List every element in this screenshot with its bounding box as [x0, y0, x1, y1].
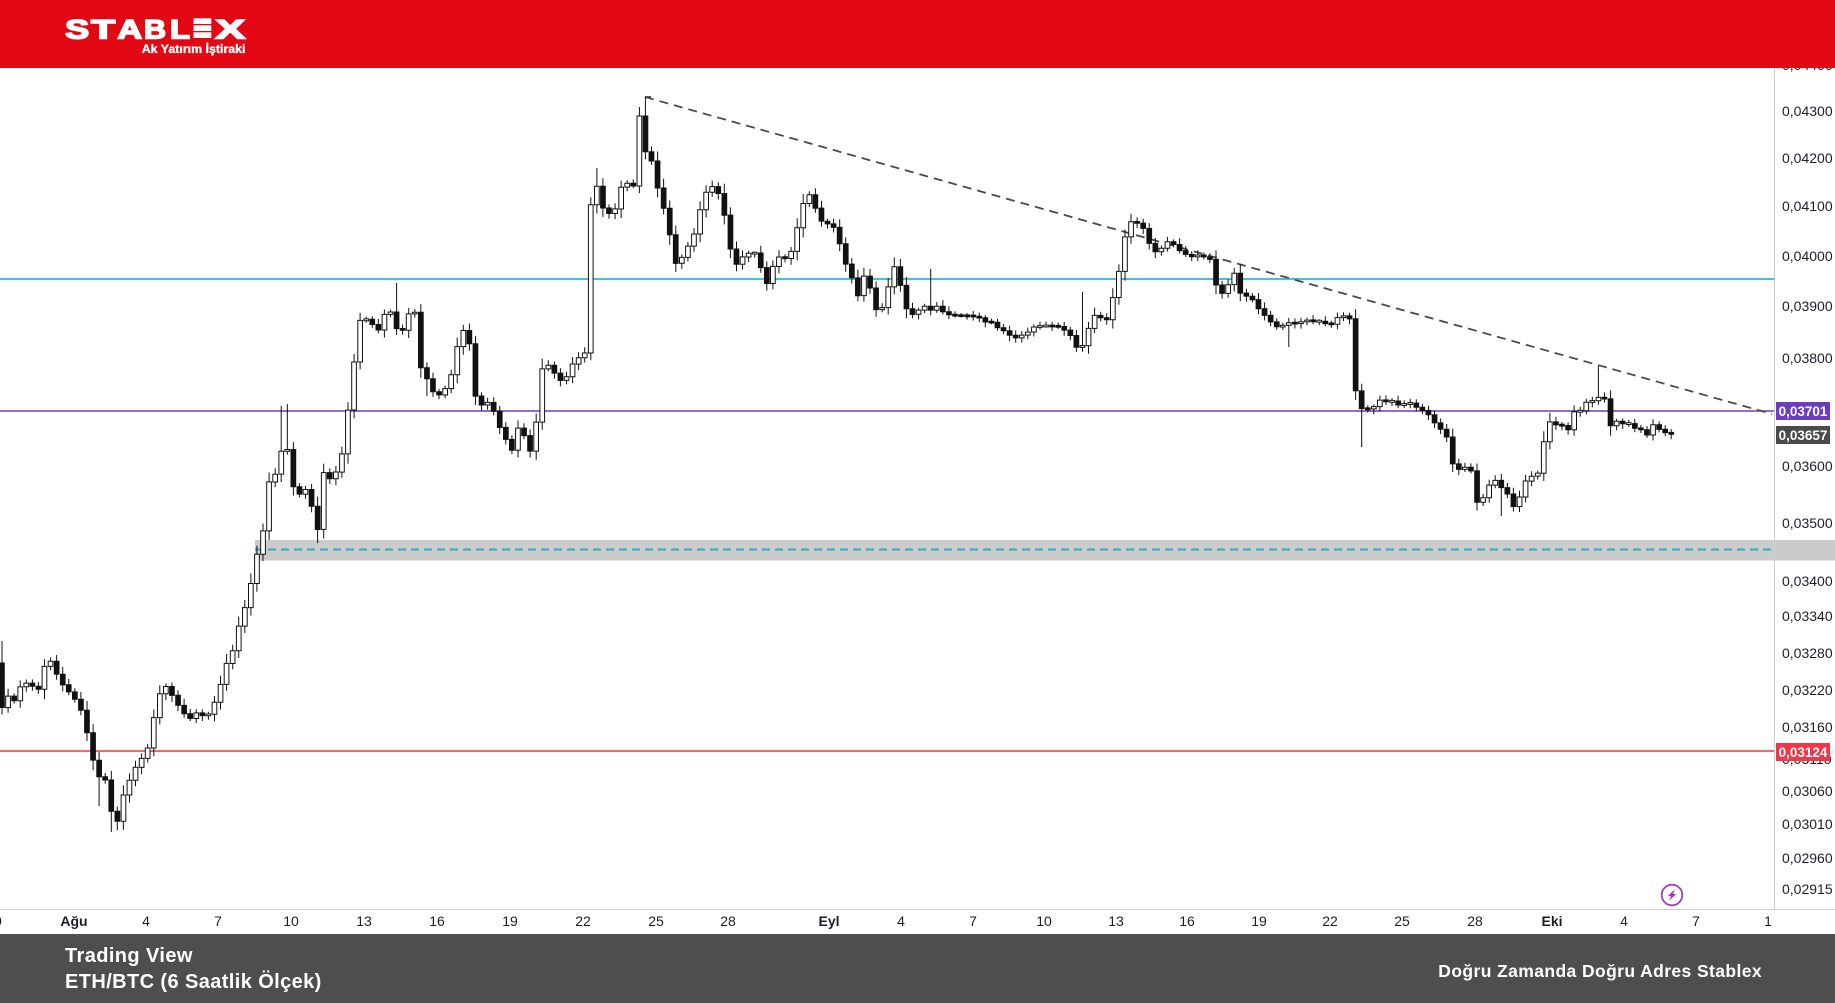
svg-text:A: A: [118, 14, 143, 44]
svg-text:T: T: [91, 14, 115, 44]
svg-text:X: X: [216, 14, 246, 44]
svg-text:Ak Yatırım İştiraki: Ak Yatırım İştiraki: [142, 41, 246, 56]
svg-text:B: B: [144, 14, 166, 44]
svg-text:S: S: [65, 14, 89, 44]
svg-text:L: L: [170, 14, 190, 44]
